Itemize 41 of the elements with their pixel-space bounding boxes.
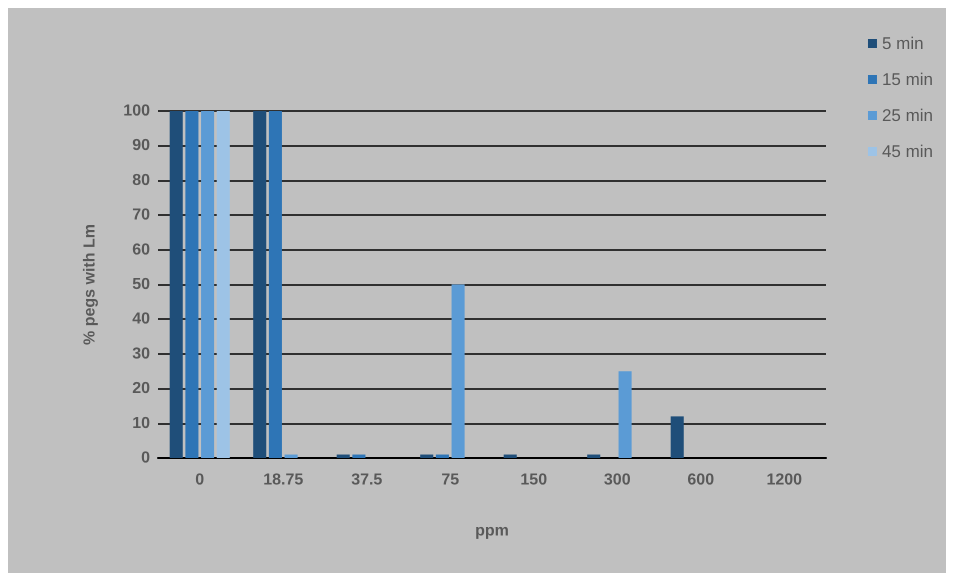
y-tick-label: 30 xyxy=(132,345,150,362)
bar xyxy=(201,111,214,458)
x-tick-label: 75 xyxy=(441,472,460,488)
legend-label: 15 min xyxy=(882,70,934,89)
x-tick-label: 18.75 xyxy=(263,472,304,488)
bar xyxy=(670,416,684,458)
bar xyxy=(253,111,266,458)
x-tick-label: 600 xyxy=(687,472,714,488)
y-tick-label: 90 xyxy=(132,137,150,154)
y-tick-label: 80 xyxy=(132,172,150,189)
bar xyxy=(268,111,282,458)
bar xyxy=(587,454,600,458)
x-tick-label: 37.5 xyxy=(351,472,382,488)
y-tick-label: 70 xyxy=(132,206,150,224)
bar xyxy=(452,284,465,458)
x-tick-label: 0 xyxy=(195,472,204,488)
x-axis-title: ppm xyxy=(475,522,509,540)
bar xyxy=(185,111,198,458)
y-axis-title: % pegs with Lm xyxy=(82,224,98,345)
y-tick-label: 40 xyxy=(132,310,150,328)
y-tick-label: 10 xyxy=(132,414,150,432)
bar xyxy=(284,454,298,458)
x-tick-label: 1200 xyxy=(766,472,802,488)
bar xyxy=(336,454,350,458)
bar xyxy=(504,454,517,458)
y-tick-label: 50 xyxy=(132,276,150,293)
y-tick-label: 0 xyxy=(141,450,150,466)
bar xyxy=(436,454,449,458)
bar xyxy=(420,454,434,458)
bar xyxy=(352,454,366,458)
x-tick-label: 150 xyxy=(520,472,548,488)
legend-label: 25 min xyxy=(882,106,934,125)
bar xyxy=(216,111,230,458)
legend-label: 5 min xyxy=(882,34,924,53)
y-tick-label: 20 xyxy=(132,380,150,398)
x-tick-label: 300 xyxy=(604,472,631,488)
y-tick-label: 60 xyxy=(132,241,150,258)
y-tick-label: 100 xyxy=(123,102,150,120)
legend-label: 45 min xyxy=(882,142,934,161)
bar xyxy=(170,111,183,458)
bar xyxy=(618,371,632,458)
